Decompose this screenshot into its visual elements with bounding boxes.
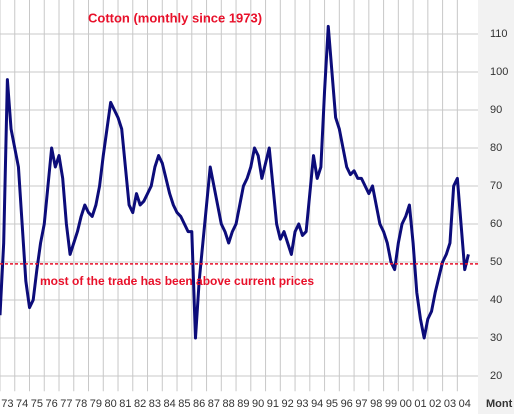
x-tick-label: 91 [267,398,279,410]
y-tick-label: 70 [490,180,502,192]
annotation: most of the trade has been above current… [40,274,314,288]
x-tick-label: 80 [105,398,117,410]
y-tick-label: 80 [490,142,502,154]
y-tick-label: 60 [490,218,502,230]
x-tick-label: 01 [414,398,426,410]
axis-panel [478,0,514,414]
x-tick-label: 79 [90,398,102,410]
y-tick-label: 120 [490,0,508,2]
price-line [0,24,470,340]
marks [0,24,478,340]
x-tick-label: 87 [208,398,220,410]
x-tick-label: 00 [400,398,412,410]
x-tick-label: 97 [355,398,367,410]
x-tick-label: 04 [459,398,471,410]
x-axis-label: Mont [486,398,513,410]
x-tick-label: 73 [1,398,13,410]
x-tick-label: 89 [237,398,249,410]
x-tick-label: 83 [149,398,161,410]
x-tick-label: 77 [60,398,72,410]
y-tick-label: 90 [490,104,502,116]
x-tick-label: 75 [31,398,43,410]
x-tick-label: 92 [282,398,294,410]
y-tick-label: 30 [490,332,502,344]
x-tick-label: 96 [341,398,353,410]
x-tick-label: 95 [326,398,338,410]
x-tick-label: 81 [119,398,131,410]
x-tick-label: 98 [370,398,382,410]
y-tick-label: 100 [490,66,508,78]
x-tick-label: 90 [252,398,264,410]
y-tick-label: 110 [490,28,508,40]
x-tick-label: 88 [223,398,235,410]
y-tick-label: 20 [490,370,502,382]
x-tick-label: 76 [46,398,58,410]
x-tick-label: 85 [178,398,190,410]
x-tick-label: 82 [134,398,146,410]
x-tick-label: 78 [75,398,87,410]
x-tick-label: 03 [444,398,456,410]
x-tick-label: 86 [193,398,205,410]
y-tick-label: 40 [490,294,502,306]
chart-title: Cotton (monthly since 1973) [88,10,262,25]
x-tick-label: 84 [164,398,176,410]
x-tick-label: 74 [16,398,28,410]
x-tick-label: 94 [311,398,323,410]
x-tick-label: 02 [429,398,441,410]
x-tick-label: 93 [296,398,308,410]
x-tick-label: 99 [385,398,397,410]
grid [0,0,478,392]
y-tick-label: 50 [490,256,502,268]
